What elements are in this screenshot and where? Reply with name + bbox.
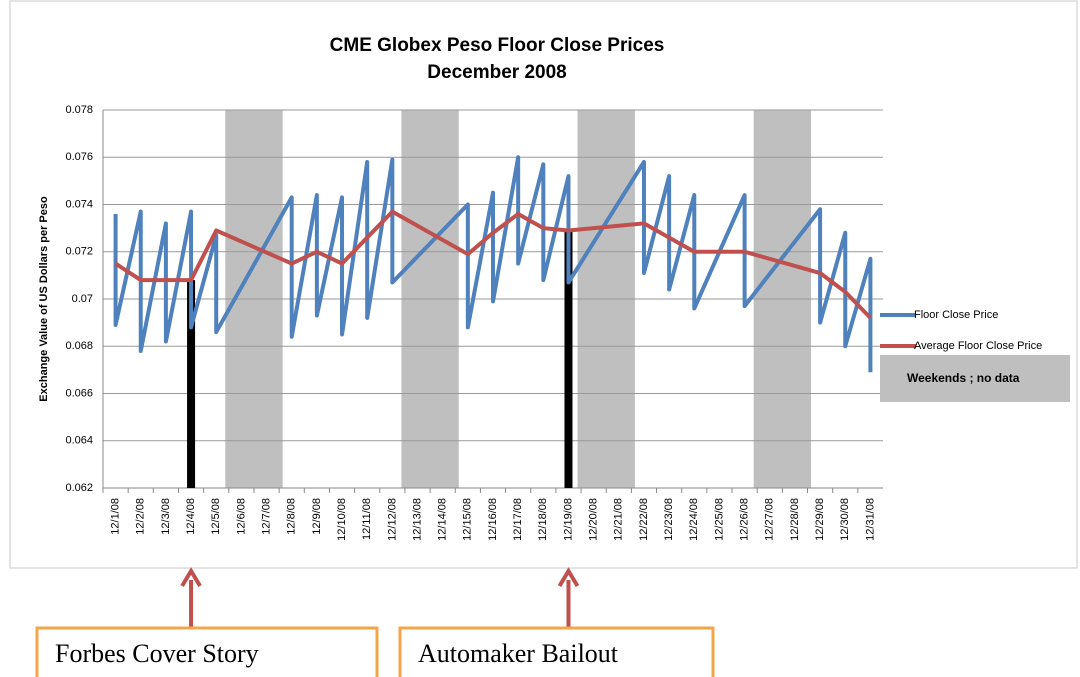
x-tick-label: 12/23/08: [663, 498, 675, 541]
annotation-text: Forbes Cover Story: [55, 639, 259, 668]
series-line: [113, 155, 873, 373]
y-tick-label: 0.064: [65, 435, 93, 447]
y-tick-label: 0.062: [65, 482, 93, 494]
legend-label: Average Floor Close Price: [914, 340, 1042, 352]
x-tick-label: 12/9/08: [311, 498, 323, 535]
annotation-box: [398, 626, 715, 677]
chart-title: CME Globex Peso Floor Close Prices: [330, 35, 665, 56]
y-tick-label: 0.078: [65, 104, 93, 116]
annotation-bar: [564, 230, 573, 489]
x-tick-label: 12/10/08: [336, 498, 348, 541]
y-tick-label: 0.068: [65, 340, 93, 352]
x-tick-label: 12/18/08: [537, 498, 549, 541]
annotation-text: Automaker Bailout: [418, 639, 619, 668]
x-tick-label: 12/21/08: [613, 498, 625, 541]
annotation-box: [35, 626, 379, 677]
x-tick-label: 12/29/08: [814, 498, 826, 541]
y-tick-label: 0.07: [72, 293, 93, 305]
x-tick-label: 12/2/08: [135, 498, 147, 535]
annotation-arrowhead: [557, 567, 580, 588]
x-tick-label: 12/4/08: [185, 498, 197, 535]
x-tick-label: 12/13/08: [411, 498, 423, 541]
x-tick-label: 12/12/08: [386, 498, 398, 541]
x-tick-label: 12/20/08: [588, 498, 600, 541]
x-tick-label: 12/14/08: [437, 498, 449, 541]
y-tick-label: 0.066: [65, 387, 93, 399]
x-tick-label: 12/26/08: [739, 498, 751, 541]
y-tick-label: 0.076: [65, 151, 93, 163]
chart-frame: [9, 0, 1078, 569]
annotation-bar: [187, 280, 196, 488]
x-tick-label: 12/6/08: [235, 498, 247, 535]
x-tick-label: 12/8/08: [286, 498, 298, 535]
x-tick-label: 12/11/08: [361, 498, 373, 540]
x-tick-label: 12/7/08: [260, 498, 272, 535]
x-tick-label: 12/1/08: [109, 498, 121, 535]
x-tick-label: 12/16/08: [487, 498, 499, 541]
x-tick-label: 12/15/08: [462, 498, 474, 541]
series-line: [114, 209, 872, 320]
x-tick-label: 12/30/08: [839, 498, 851, 541]
x-tick-label: 12/28/08: [789, 498, 801, 541]
x-tick-label: 12/24/08: [688, 498, 700, 541]
x-tick-label: 12/5/08: [210, 498, 222, 535]
y-tick-label: 0.072: [65, 246, 93, 258]
annotation-arrowhead: [180, 567, 202, 588]
x-tick-label: 12/17/08: [512, 498, 524, 541]
y-tick-label: 0.074: [65, 198, 93, 210]
chart-subtitle: December 2008: [427, 62, 566, 83]
x-tick-label: 12/31/08: [864, 498, 876, 541]
x-tick-label: 12/25/08: [713, 498, 725, 541]
legend-label: Weekends ; no data: [907, 371, 1020, 385]
legend-swatch: [880, 355, 1070, 402]
x-tick-label: 12/19/08: [562, 498, 574, 541]
legend-label: Floor Close Price: [914, 309, 998, 321]
x-tick-label: 12/27/08: [764, 498, 776, 541]
x-tick-label: 12/22/08: [638, 498, 650, 541]
x-tick-label: 12/3/08: [160, 498, 172, 535]
y-axis-label: Exchange Value of US Dollars per Peso: [38, 196, 50, 402]
